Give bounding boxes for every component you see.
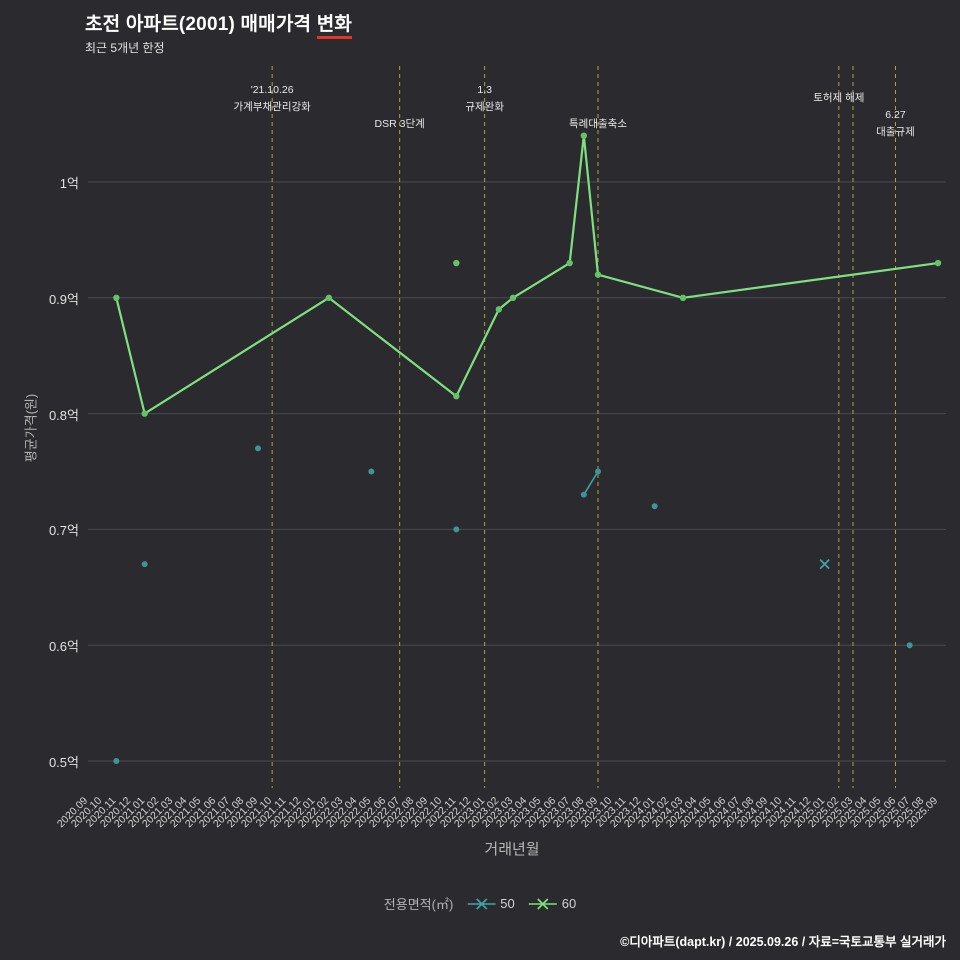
series-60-point[interactable] xyxy=(453,259,460,267)
series-50-x-marker[interactable] xyxy=(819,559,830,570)
series-50-point[interactable] xyxy=(651,503,658,510)
legend-marker-icon xyxy=(467,897,496,910)
series-60-point[interactable] xyxy=(113,294,120,301)
source-attribution: ©디아파트(dapt.kr) / 2025.09.26 / 자료=국토교통부 실… xyxy=(620,935,946,949)
legend-label: 60 xyxy=(561,896,577,911)
legend-label: 50 xyxy=(500,896,515,911)
chart-title-underlined-word: 변화 xyxy=(316,14,353,39)
series-60-point[interactable] xyxy=(580,132,588,139)
series-60-point[interactable] xyxy=(934,259,942,267)
series-60-point[interactable] xyxy=(509,294,517,301)
series-60-line xyxy=(115,134,939,415)
series-50-point[interactable] xyxy=(453,526,460,533)
legend-items: 50 60 xyxy=(466,896,576,911)
series-50-point[interactable] xyxy=(368,468,375,475)
series-50-point[interactable] xyxy=(255,445,261,452)
series-60-point[interactable] xyxy=(141,410,148,417)
series-50-point[interactable] xyxy=(113,758,120,764)
x-axis-title: 거래년월 xyxy=(484,841,540,858)
legend-item-60[interactable]: 60 xyxy=(528,896,576,911)
legend-title: 전용면적(㎡) xyxy=(383,897,454,912)
chart-subtitle: 최근 5개년 한정 xyxy=(85,41,165,55)
series-60-point[interactable] xyxy=(566,259,573,267)
legend-item-50[interactable]: 50 xyxy=(466,896,515,911)
legend: 전용면적(㎡) 50 60 xyxy=(384,894,576,913)
series-50-point[interactable] xyxy=(580,491,587,498)
series-60-point[interactable] xyxy=(679,294,687,301)
legend-marker-icon xyxy=(528,897,557,910)
series-50-point[interactable] xyxy=(141,561,148,568)
series-50-line xyxy=(583,471,599,496)
series-60-point[interactable] xyxy=(594,271,602,278)
chart-title-text: 초전 아파트(2001) 매매가격 xyxy=(85,14,317,35)
series-50-point[interactable] xyxy=(906,642,913,649)
series-60-point[interactable] xyxy=(325,294,333,301)
chart-title: 초전 아파트(2001) 매매가격 변화 xyxy=(85,9,353,39)
series-50-point[interactable] xyxy=(595,468,601,475)
series-60-point[interactable] xyxy=(495,306,503,313)
y-axis-title: 평균가격(원) xyxy=(23,393,39,463)
series-60-point[interactable] xyxy=(453,393,460,400)
